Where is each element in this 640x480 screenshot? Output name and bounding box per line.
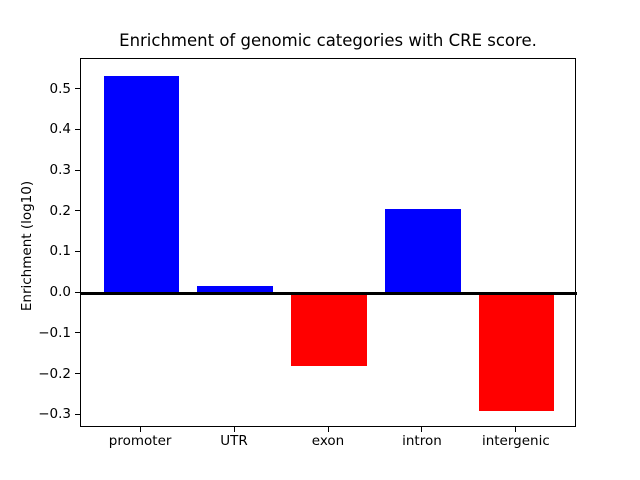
x-tick-mark: [421, 427, 423, 432]
y-tick-label: −0.2: [38, 365, 71, 382]
y-tick-label: 0.5: [49, 80, 71, 97]
x-tick-mark: [327, 427, 329, 432]
y-tick-mark: [75, 250, 80, 252]
plot-area: [80, 58, 577, 427]
x-tick-label-UTR: UTR: [220, 433, 248, 449]
bar-promoter: [103, 75, 179, 294]
bar-exon: [291, 293, 367, 366]
y-tick-mark: [75, 413, 80, 415]
y-tick-mark: [75, 210, 80, 212]
y-tick-label: 0.0: [49, 284, 71, 301]
y-tick-mark: [75, 291, 80, 293]
y-tick-mark: [75, 88, 80, 90]
zero-line: [81, 291, 577, 295]
x-tick-mark: [515, 427, 517, 432]
x-tick-mark: [233, 427, 235, 432]
y-tick-mark: [75, 169, 80, 171]
y-tick-label: 0.2: [49, 202, 71, 219]
y-tick-label: 0.1: [49, 243, 71, 260]
x-tick-label-intron: intron: [402, 433, 442, 449]
bar-intergenic: [479, 293, 555, 411]
x-tick-label-intergenic: intergenic: [481, 433, 550, 449]
y-tick-label: 0.4: [49, 121, 71, 138]
x-tick-label-promoter: promoter: [108, 433, 172, 449]
bar-UTR: [197, 285, 273, 294]
y-tick-label: 0.3: [49, 162, 71, 178]
chart-title: Enrichment of genomic categories with CR…: [119, 31, 537, 50]
x-tick-label-exon: exon: [311, 433, 345, 449]
y-tick-mark: [75, 128, 80, 130]
y-tick-label: −0.1: [38, 324, 71, 341]
y-tick-mark: [75, 373, 80, 375]
y-tick-label: −0.3: [38, 406, 71, 423]
bar-intron: [385, 208, 461, 294]
x-tick-mark: [139, 427, 141, 432]
y-tick-mark: [75, 332, 80, 334]
